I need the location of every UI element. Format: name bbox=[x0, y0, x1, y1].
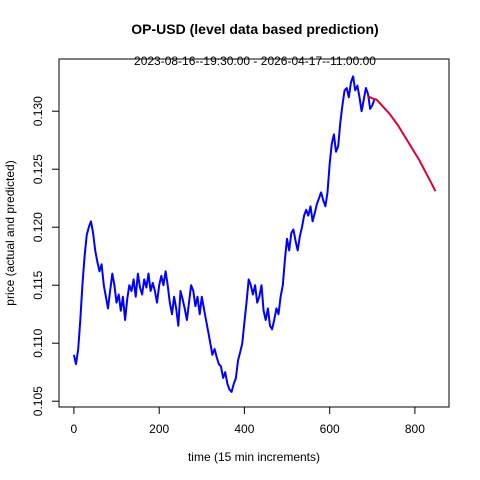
chart-subtitle: 2023-08-16--19:30:00 - 2026-04-17--11:00… bbox=[134, 54, 376, 68]
y-tick-label-5: 0.130 bbox=[31, 96, 45, 126]
x-tick-label-0: 0 bbox=[71, 422, 78, 436]
y-tick-label-4: 0.125 bbox=[31, 154, 45, 184]
x-tick-label-4: 800 bbox=[405, 422, 425, 436]
x-axis: 0 200 400 600 800 bbox=[71, 406, 425, 436]
y-tick-label-0: 0.105 bbox=[31, 386, 45, 416]
series-actual-line bbox=[72, 75, 376, 393]
y-tick-label-3: 0.120 bbox=[31, 212, 45, 242]
y-tick-label-2: 0.115 bbox=[31, 270, 45, 299]
y-tick-label-1: 0.110 bbox=[31, 328, 45, 357]
x-axis-label: time (15 min increments) bbox=[188, 450, 320, 464]
y-axis: 0.105 0.110 0.115 0.120 0.125 0.130 bbox=[31, 96, 60, 416]
chart-title: OP-USD (level data based prediction) bbox=[131, 21, 378, 37]
x-tick-label-2: 400 bbox=[234, 422, 254, 436]
x-tick-label-3: 600 bbox=[320, 422, 340, 436]
y-axis-label: price (actual and predicted) bbox=[3, 160, 17, 305]
series-predicted-line bbox=[367, 95, 437, 192]
x-tick-label-1: 200 bbox=[149, 422, 169, 436]
plot-lines bbox=[72, 75, 437, 393]
